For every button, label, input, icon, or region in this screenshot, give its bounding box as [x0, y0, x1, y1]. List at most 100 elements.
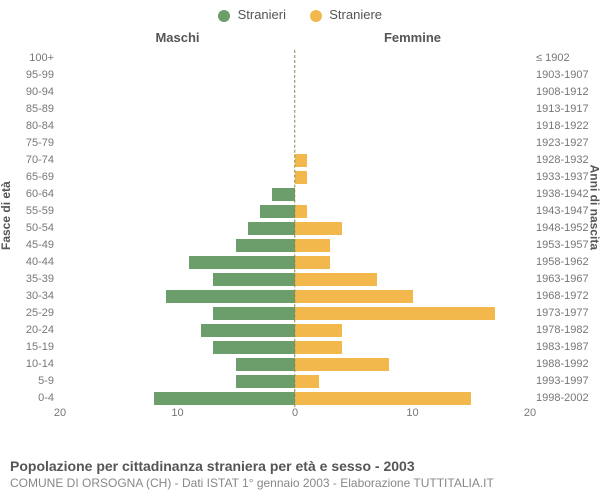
male-half [60, 339, 295, 356]
birth-year-label: 1973-1977 [530, 305, 589, 322]
female-half [295, 288, 530, 305]
legend-swatch-female [310, 10, 322, 22]
male-bar [260, 205, 295, 218]
male-half [60, 322, 295, 339]
female-bar [295, 324, 342, 337]
column-title-female: Femmine [295, 30, 530, 45]
age-label: 45-49 [26, 237, 60, 254]
column-title-male: Maschi [60, 30, 295, 45]
male-bar [248, 222, 295, 235]
male-half [60, 135, 295, 152]
female-bar [295, 375, 319, 388]
male-half [60, 237, 295, 254]
birth-year-label: 1988-1992 [530, 356, 589, 373]
birth-year-label: 1913-1917 [530, 101, 589, 118]
y-axis-title-left: Fasce di età [0, 181, 13, 250]
age-label: 80-84 [26, 118, 60, 135]
legend: Stranieri Straniere [0, 6, 600, 22]
female-half [295, 152, 530, 169]
age-label: 90-94 [26, 84, 60, 101]
male-half [60, 390, 295, 407]
age-label: 35-39 [26, 271, 60, 288]
age-label: 30-34 [26, 288, 60, 305]
male-half [60, 288, 295, 305]
birth-year-label: 1978-1982 [530, 322, 589, 339]
female-half [295, 203, 530, 220]
female-half [295, 356, 530, 373]
x-tick: 20 [54, 407, 66, 419]
female-bar [295, 392, 471, 405]
male-half [60, 220, 295, 237]
female-bar [295, 341, 342, 354]
male-half [60, 203, 295, 220]
male-bar [189, 256, 295, 269]
x-tick: 20 [524, 407, 536, 419]
male-half [60, 254, 295, 271]
female-bar [295, 239, 330, 252]
legend-swatch-male [218, 10, 230, 22]
female-bar [295, 358, 389, 371]
female-bar [295, 273, 377, 286]
age-label: 55-59 [26, 203, 60, 220]
male-half [60, 356, 295, 373]
male-half [60, 186, 295, 203]
birth-year-label: 1908-1912 [530, 84, 589, 101]
female-half [295, 237, 530, 254]
female-half [295, 67, 530, 84]
male-half [60, 118, 295, 135]
female-half [295, 84, 530, 101]
female-bar [295, 256, 330, 269]
female-half [295, 220, 530, 237]
birth-year-label: 1943-1947 [530, 203, 589, 220]
female-bar [295, 205, 307, 218]
male-half [60, 67, 295, 84]
x-tick: 10 [406, 407, 418, 419]
x-axis: 201001020 [60, 407, 530, 425]
female-half [295, 101, 530, 118]
female-bar [295, 171, 307, 184]
age-label: 15-19 [26, 339, 60, 356]
male-bar [236, 375, 295, 388]
age-label: 25-29 [26, 305, 60, 322]
x-tick: 0 [292, 407, 298, 419]
male-bar [213, 307, 295, 320]
center-divider [294, 50, 295, 407]
birth-year-label: 1998-2002 [530, 390, 589, 407]
female-half [295, 254, 530, 271]
age-label: 75-79 [26, 135, 60, 152]
age-label: 60-64 [26, 186, 60, 203]
birth-year-label: ≤ 1902 [530, 50, 570, 67]
female-bar [295, 307, 495, 320]
birth-year-label: 1953-1957 [530, 237, 589, 254]
age-label: 20-24 [26, 322, 60, 339]
male-bar [201, 324, 295, 337]
age-label: 100+ [29, 50, 60, 67]
plot-area: Maschi Femmine 100+≤ 190295-991903-19079… [60, 30, 530, 425]
female-half [295, 271, 530, 288]
male-bar [154, 392, 295, 405]
male-half [60, 152, 295, 169]
male-bar [213, 273, 295, 286]
age-label: 5-9 [38, 373, 60, 390]
female-bar [295, 154, 307, 167]
birth-year-label: 1933-1937 [530, 169, 589, 186]
male-half [60, 305, 295, 322]
male-bar [236, 358, 295, 371]
age-label: 10-14 [26, 356, 60, 373]
male-bar [213, 341, 295, 354]
female-half [295, 339, 530, 356]
female-half [295, 390, 530, 407]
legend-label-male: Stranieri [238, 7, 286, 22]
male-half [60, 84, 295, 101]
female-half [295, 135, 530, 152]
birth-year-label: 1993-1997 [530, 373, 589, 390]
birth-year-label: 1963-1967 [530, 271, 589, 288]
age-label: 95-99 [26, 67, 60, 84]
female-half [295, 305, 530, 322]
male-half [60, 271, 295, 288]
female-half [295, 169, 530, 186]
birth-year-label: 1958-1962 [530, 254, 589, 271]
female-bar [295, 290, 413, 303]
birth-year-label: 1923-1927 [530, 135, 589, 152]
male-bar [166, 290, 295, 303]
